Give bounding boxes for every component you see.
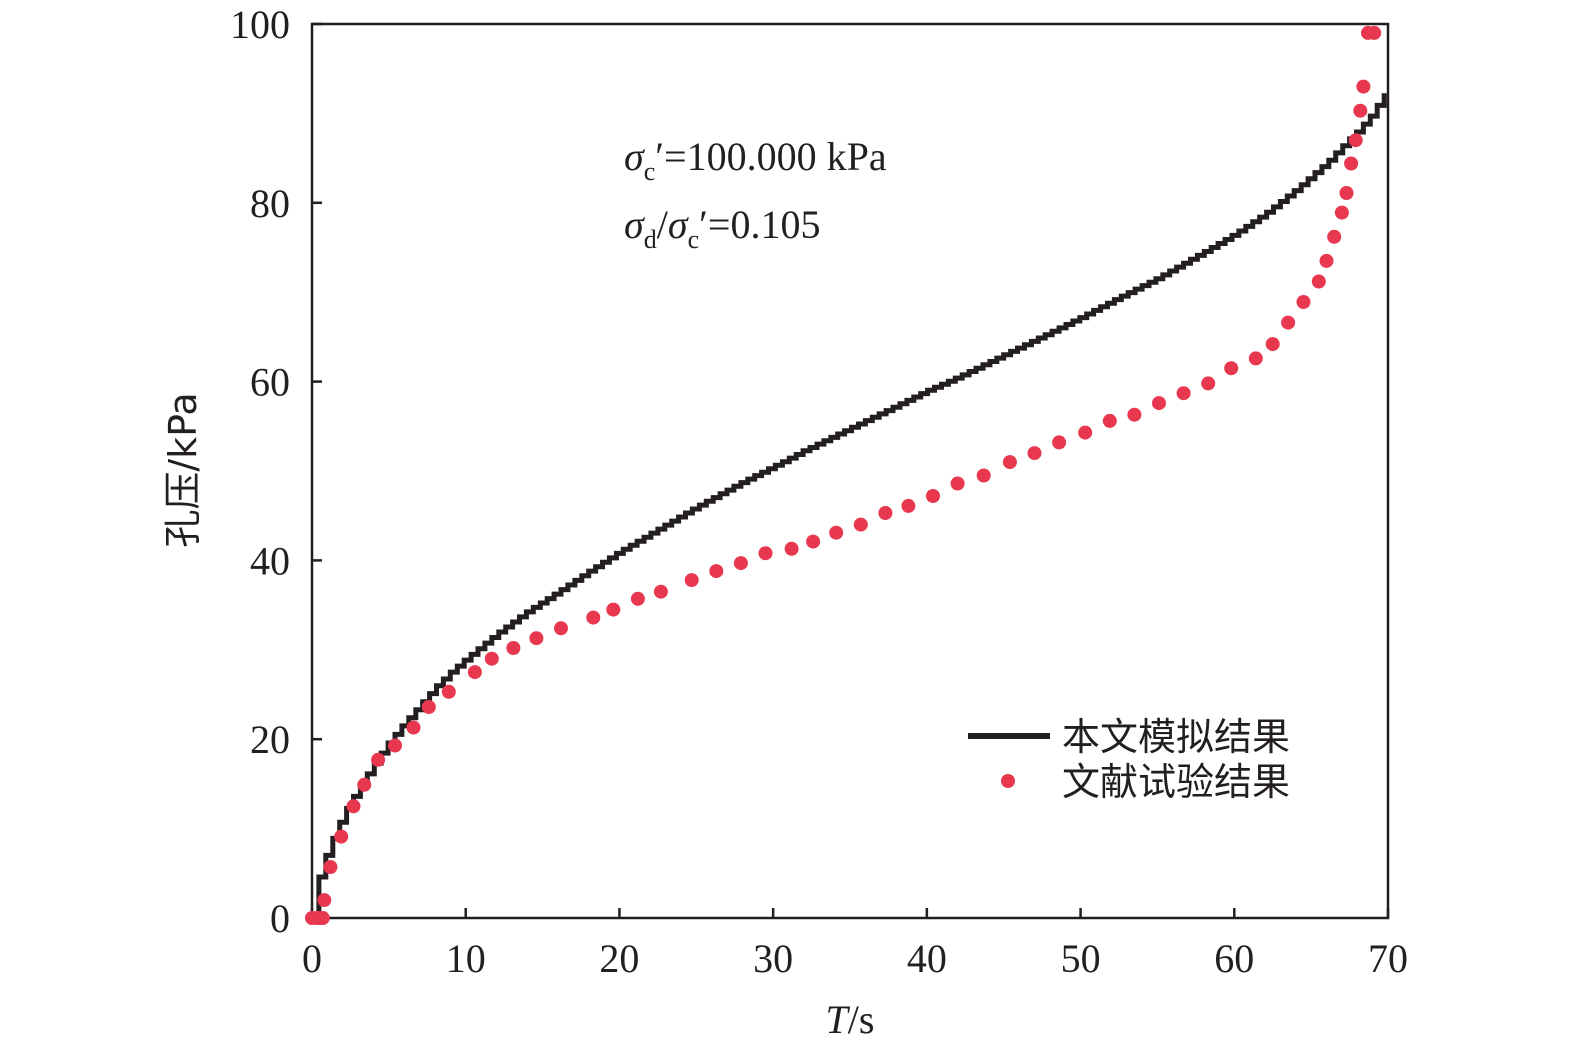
- x-axis-ticks: 0 10 20 30 40 50 60 70: [302, 908, 1408, 981]
- y-tick-label: 100: [230, 2, 290, 47]
- experiment-point: [317, 893, 332, 908]
- legend-experiment-label: 文献试验结果: [1062, 760, 1290, 804]
- experiment-point: [976, 468, 991, 483]
- experiment-point: [1201, 376, 1216, 391]
- experiment-point: [357, 777, 372, 792]
- x-tick-label: 20: [599, 936, 639, 981]
- experiment-point: [829, 525, 844, 540]
- y-tick-label: 20: [250, 717, 290, 762]
- experiment-point: [733, 556, 748, 571]
- experiment-point: [709, 564, 724, 579]
- legend: 本文模拟结果 文献试验结果: [968, 715, 1290, 804]
- legend-experiment-swatch: [1001, 774, 1015, 788]
- experiment-point: [421, 700, 436, 714]
- x-tick-label: 10: [446, 936, 486, 981]
- y-tick-label: 80: [250, 181, 290, 226]
- experiment-point: [901, 498, 916, 513]
- experiment-point: [1102, 413, 1117, 428]
- experiment-point: [1296, 295, 1311, 309]
- experiment-point: [1002, 455, 1017, 470]
- experiment-point: [554, 621, 568, 636]
- x-tick-label: 50: [1061, 936, 1101, 981]
- experiment-point: [1224, 361, 1239, 376]
- experiment-point: [926, 489, 940, 503]
- experiment-point: [1334, 205, 1349, 220]
- experiment-point: [1127, 407, 1142, 422]
- experiment-point: [371, 752, 386, 767]
- experiment-point: [606, 602, 621, 617]
- x-axis-title: T/s: [826, 997, 875, 1042]
- experiment-point: [334, 829, 349, 844]
- experiment-point: [784, 541, 799, 556]
- experiment-point: [1319, 253, 1334, 268]
- experiment-point: [1052, 435, 1067, 450]
- y-axis-title: 孔压/kPa: [161, 392, 205, 547]
- experiment-point: [388, 738, 402, 753]
- experiment-point: [1327, 229, 1342, 244]
- experiment-point: [878, 506, 893, 520]
- experiment-point: [1356, 79, 1371, 94]
- experiment-point: [1248, 351, 1263, 366]
- experiment-point: [441, 684, 456, 699]
- experiment-point: [484, 651, 499, 666]
- x-tick-label: 40: [907, 936, 947, 981]
- experiment-point: [1348, 133, 1363, 148]
- experiment-point: [346, 799, 361, 814]
- experiment-point: [1078, 425, 1093, 440]
- y-tick-label: 0: [270, 896, 290, 941]
- y-tick-label: 60: [250, 360, 290, 405]
- experiment-point: [1339, 186, 1354, 200]
- experiment-point: [1367, 25, 1382, 40]
- x-tick-label: 60: [1214, 936, 1254, 981]
- experiment-series: [305, 25, 1382, 925]
- experiment-point: [630, 591, 645, 606]
- experiment-point: [1353, 103, 1368, 118]
- experiment-point: [806, 534, 821, 549]
- x-tick-label: 0: [302, 936, 322, 981]
- x-tick-label: 30: [753, 936, 793, 981]
- experiment-point: [1265, 337, 1280, 352]
- annotation-stress-ratio: σd/σc′=0.105: [624, 202, 820, 254]
- plot-frame: [310, 22, 1390, 920]
- simulation-line: [312, 93, 1387, 921]
- experiment-point: [467, 665, 482, 680]
- experiment-point: [1176, 386, 1191, 401]
- plot-area: 0 10 20 30 40 50 60 70 0 20 40 60 80 100: [230, 2, 1408, 981]
- experiment-point: [653, 584, 668, 599]
- experiment-point: [529, 631, 544, 646]
- experiment-point: [586, 610, 601, 625]
- experiment-point: [950, 476, 965, 491]
- simulation-series: [312, 93, 1387, 921]
- experiment-point: [853, 517, 868, 532]
- experiment-point: [1152, 396, 1166, 411]
- annotation-confining-stress: σc′=100.000 kPa: [624, 134, 887, 186]
- experiment-point: [315, 911, 330, 925]
- experiment-point: [1281, 315, 1296, 330]
- experiment-point: [506, 641, 521, 655]
- experiment-point: [1344, 156, 1359, 171]
- experiment-point: [684, 573, 699, 588]
- experiment-point: [1311, 274, 1326, 289]
- legend-simulation-label: 本文模拟结果: [1062, 715, 1290, 759]
- experiment-point: [406, 720, 421, 735]
- experiment-point: [758, 546, 773, 561]
- y-axis-ticks: 0 20 40 60 80 100: [230, 2, 322, 941]
- experiment-point: [323, 860, 338, 874]
- experiment-point: [1027, 446, 1042, 461]
- x-tick-label: 70: [1368, 936, 1408, 981]
- y-tick-label: 40: [250, 538, 290, 583]
